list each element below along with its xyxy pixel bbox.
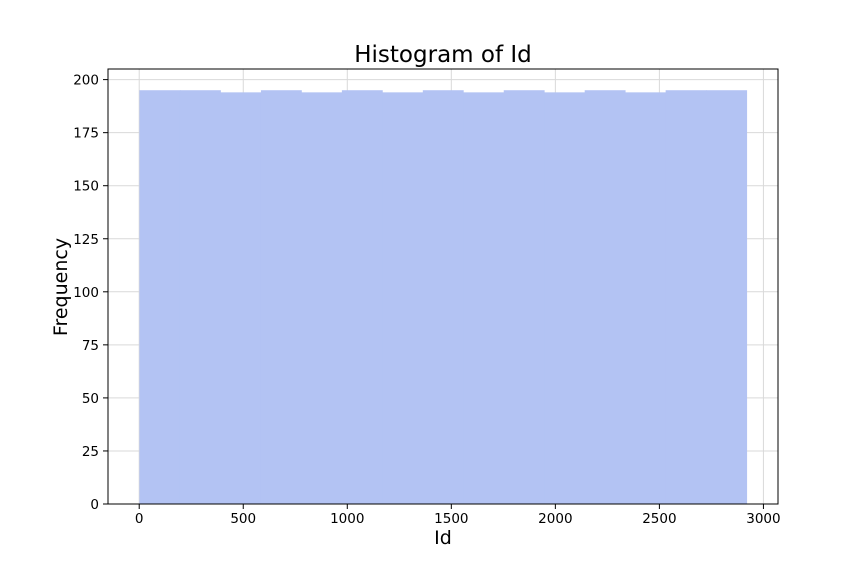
y-tick-label: 0 [90,497,99,513]
y-tick-label: 75 [82,338,99,354]
histogram-bar-11 [544,92,586,504]
histogram-bar-14 [665,90,707,504]
x-axis-ticks: 0 500 1000 1500 2000 2500 3000 [135,504,781,527]
histogram-bar-13 [625,92,667,504]
histogram-bar-6 [341,90,383,504]
x-tick-label: 1000 [330,511,364,527]
histogram-bar-5 [301,92,343,504]
histogram-bar-3 [220,92,262,504]
plot-area-frame [107,68,779,505]
x-tick-label: 500 [230,511,256,527]
x-tick-label: 0 [135,511,144,527]
histogram-bar-7 [382,92,424,504]
x-tick-label: 1500 [434,511,468,527]
histogram-bar-12 [584,90,626,504]
x-tick-label: 3000 [746,511,780,527]
histogram-bar-9 [463,92,505,504]
histogram-bar-10 [503,90,545,504]
histogram-bar-4 [260,90,302,504]
histogram-bar-1 [139,90,181,504]
y-tick-label: 150 [73,179,99,195]
y-axis-label: Frequency [50,238,72,336]
chart-title: Histogram of Id [354,42,532,68]
x-axis-label: Id [434,527,452,549]
y-tick-label: 125 [73,232,99,248]
y-axis-ticks: 0 25 50 75 100 125 150 175 200 [73,73,108,513]
y-tick-label: 50 [82,391,99,407]
x-tick-label: 2500 [642,511,676,527]
y-tick-label: 100 [73,285,99,301]
histogram-bar-15 [706,90,748,504]
x-tick-label: 2000 [538,511,572,527]
histogram-bar-8 [422,90,464,504]
y-tick-label: 200 [73,73,99,89]
y-tick-label: 175 [73,126,99,142]
y-tick-label: 25 [82,444,99,460]
histogram-bars [139,90,748,504]
histogram-bar-2 [179,90,221,504]
